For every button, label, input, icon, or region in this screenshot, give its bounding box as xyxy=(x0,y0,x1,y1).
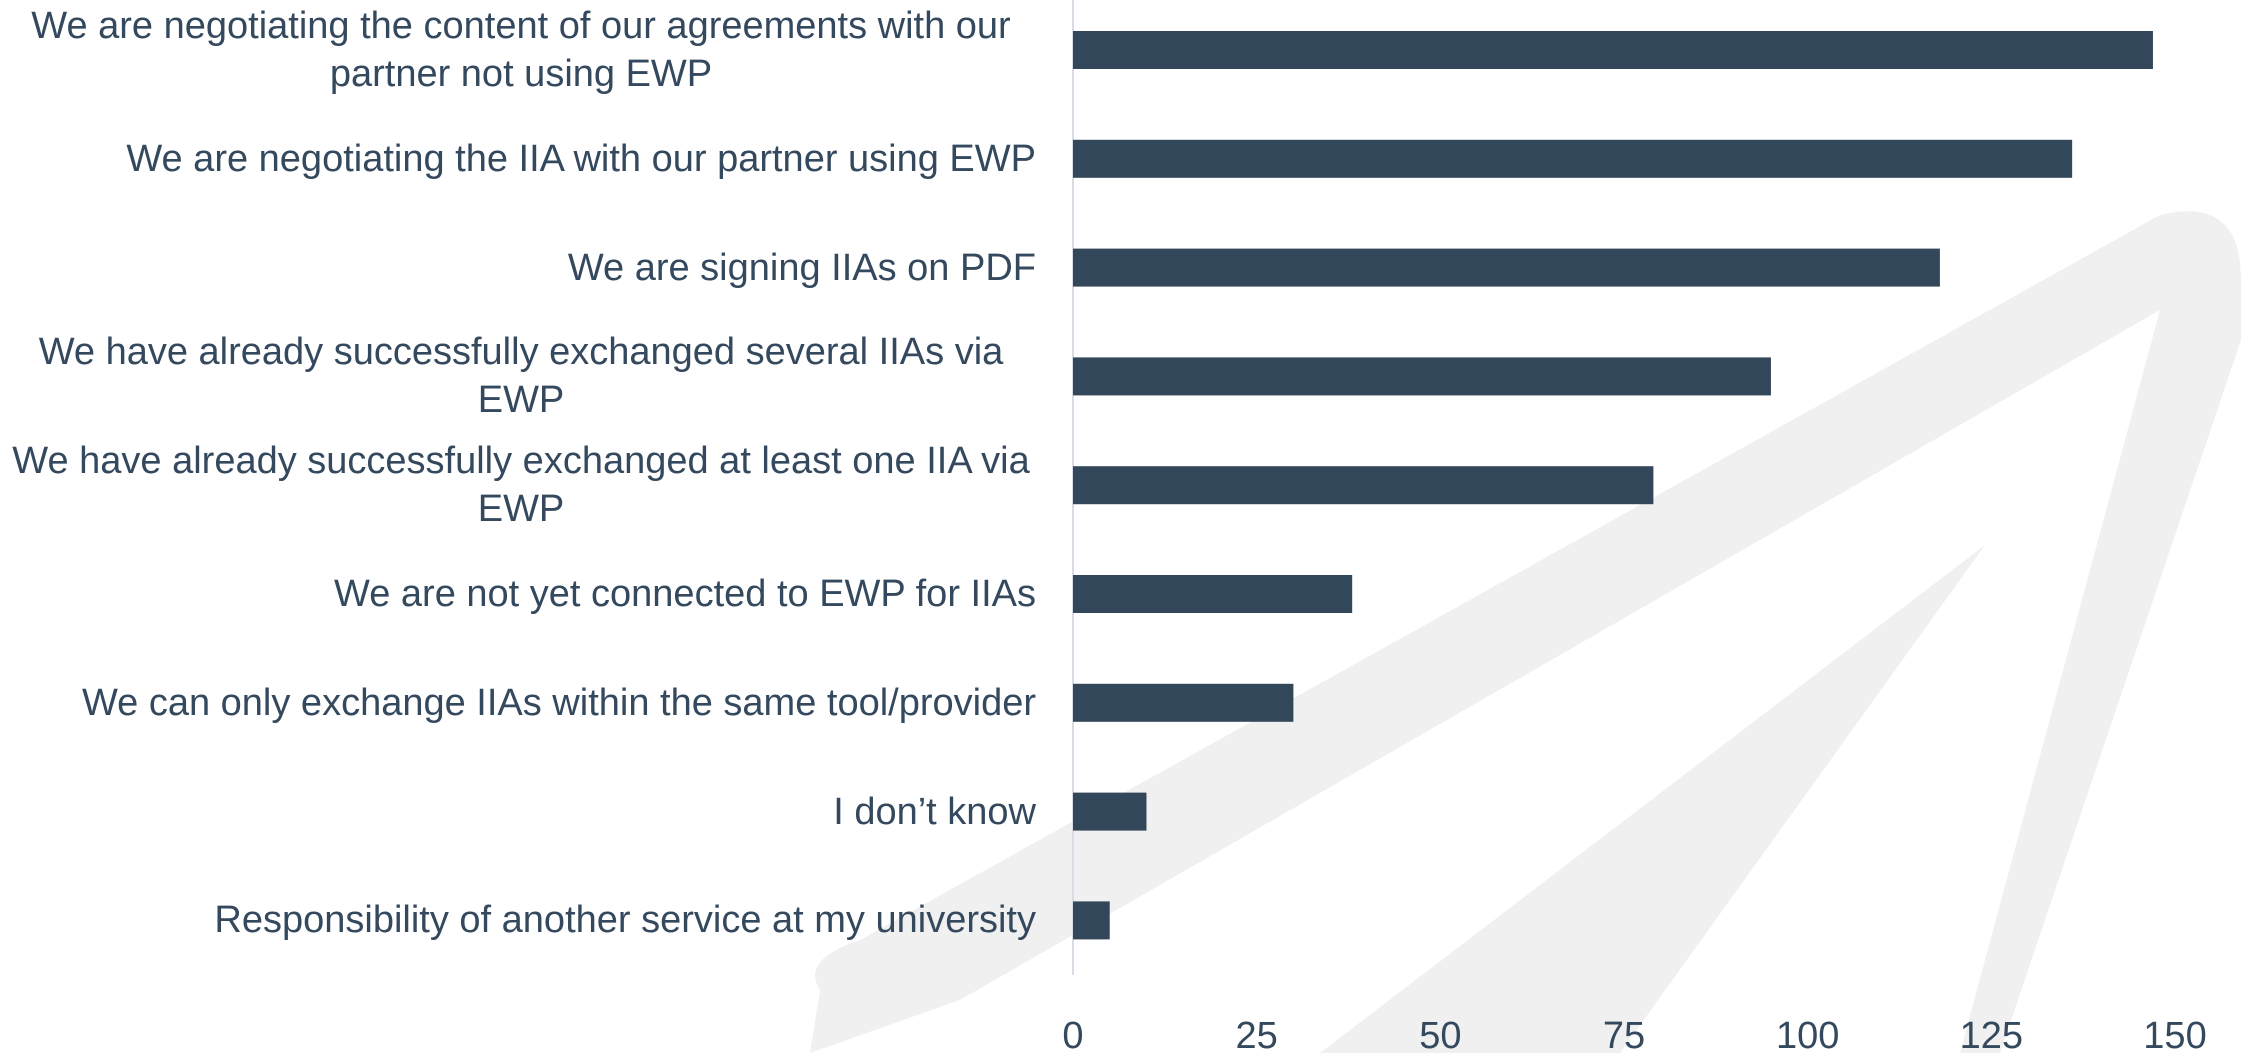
bar xyxy=(1073,901,1110,939)
x-tick-label: 125 xyxy=(1960,1015,2023,1053)
x-tick-label: 150 xyxy=(2143,1015,2206,1053)
category-label: We can only exchange IIAs within the sam… xyxy=(82,679,1036,727)
x-tick-label: 100 xyxy=(1776,1015,1839,1053)
category-label: We have already successfully exchanged s… xyxy=(6,328,1036,424)
bar xyxy=(1073,357,1771,395)
category-label: We are signing IIAs on PDF xyxy=(568,244,1036,292)
category-label: We are negotiating the IIA with our part… xyxy=(126,135,1036,183)
category-label: We are negotiating the content of our ag… xyxy=(6,2,1036,98)
bar xyxy=(1073,466,1653,504)
page: {"chart_data": {"type": "bar", "orientat… xyxy=(0,0,2241,1053)
category-label: We are not yet connected to EWP for IIAs xyxy=(334,570,1036,618)
x-tick-label: 50 xyxy=(1419,1015,1461,1053)
x-tick-label: 0 xyxy=(1062,1015,1083,1053)
bar xyxy=(1073,140,2072,178)
bar xyxy=(1073,31,2153,69)
category-label: Responsibility of another service at my … xyxy=(214,896,1036,944)
bar xyxy=(1073,793,1146,831)
category-label: I don’t know xyxy=(833,788,1036,836)
bar xyxy=(1073,575,1352,613)
bar xyxy=(1073,684,1293,722)
bar xyxy=(1073,249,1940,287)
x-tick-label: 75 xyxy=(1603,1015,1645,1053)
category-label: We have already successfully exchanged a… xyxy=(6,437,1036,533)
x-tick-label: 25 xyxy=(1236,1015,1278,1053)
